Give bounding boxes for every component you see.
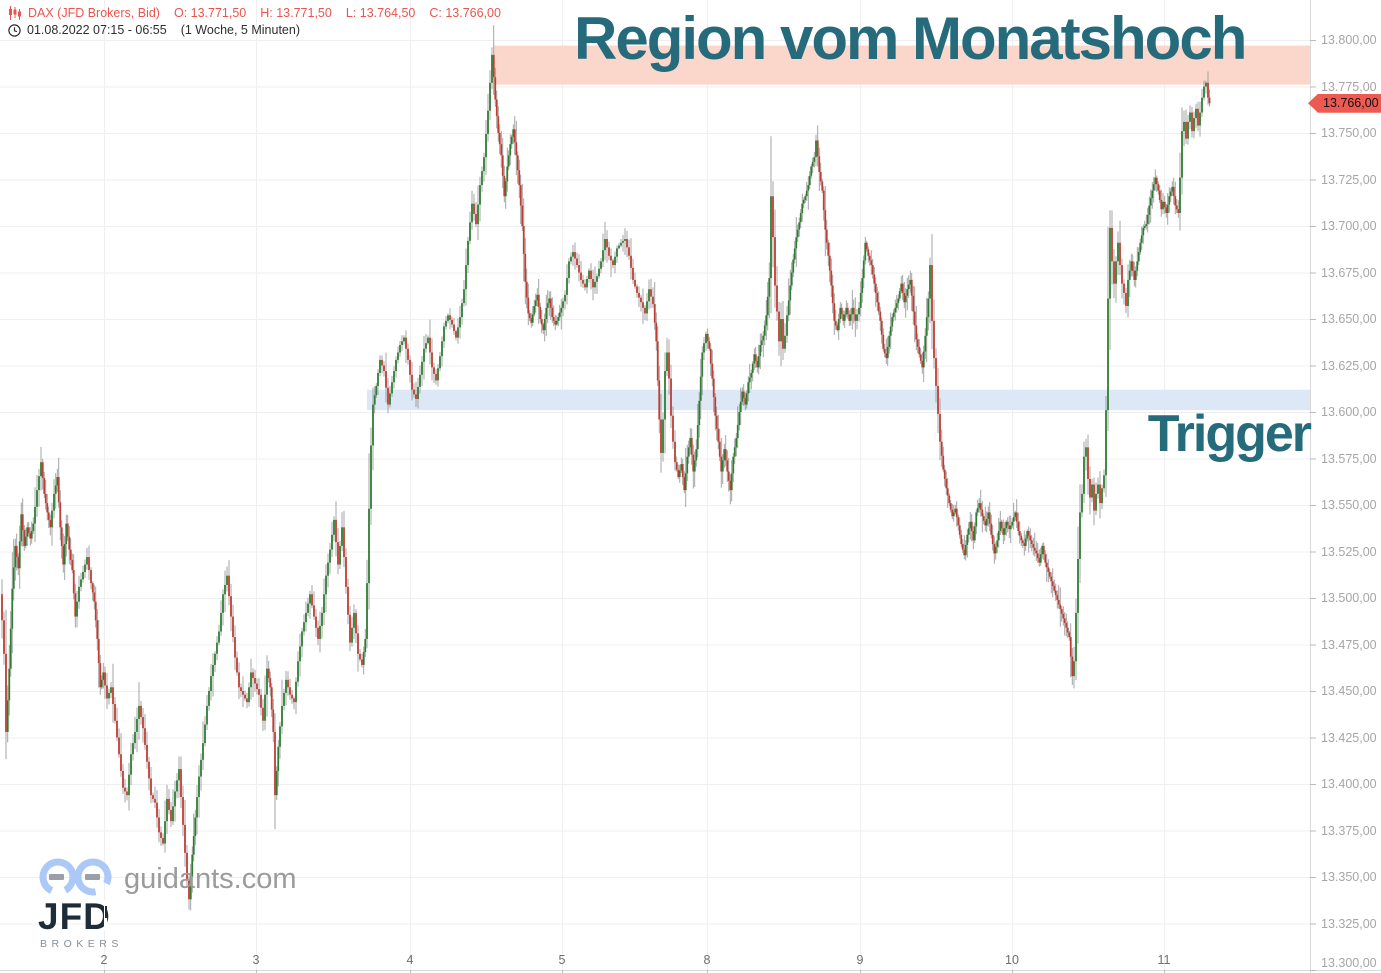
ohlc-open: O: 13.771,50 — [173, 6, 247, 20]
price-axis-label: 13.350,00 — [1321, 870, 1377, 884]
price-axis-label: 13.750,00 — [1321, 126, 1377, 140]
jfd-logo-text: JFD — [38, 896, 111, 937]
price-axis-label: 13.600,00 — [1321, 405, 1377, 419]
price-axis-label: 13.475,00 — [1321, 637, 1377, 652]
price-axis-label: 13.800,00 — [1321, 33, 1377, 47]
price-axis-label: 13.375,00 — [1321, 823, 1377, 838]
price-axis-label: 13.625,00 — [1321, 358, 1377, 373]
ohlc-close: C: 13.766,00 — [429, 6, 501, 20]
trigger-annotation[interactable]: Trigger — [1147, 405, 1312, 463]
price-axis-label: 13.550,00 — [1321, 498, 1377, 512]
time-axis-label: 10 — [1005, 953, 1019, 967]
price-axis-label: 13.725,00 — [1321, 172, 1377, 187]
price-axis-label: 13.400,00 — [1321, 777, 1377, 791]
price-axis-label: 13.575,00 — [1321, 451, 1377, 466]
price-axis-label: 13.775,00 — [1321, 79, 1377, 94]
time-axis-label: 9 — [856, 953, 864, 967]
price-axis-label: 13.425,00 — [1321, 730, 1377, 745]
ohlc-low: L: 13.764,50 — [345, 6, 416, 20]
price-axis-label: 13.525,00 — [1321, 544, 1377, 559]
time-axis-label: 5 — [558, 953, 566, 967]
zone-title-annotation[interactable]: Region vom Monatshoch — [574, 5, 1247, 72]
price-axis-label: 13.675,00 — [1321, 265, 1377, 280]
price-axis-label: 13.450,00 — [1321, 684, 1377, 698]
time-axis-label: 11 — [1157, 953, 1171, 967]
time-axis-label: 4 — [406, 953, 414, 967]
guidants-watermark: guidants.com — [124, 863, 297, 895]
date-range: 01.08.2022 07:15 - 06:55 — [27, 23, 167, 37]
clock-icon — [8, 23, 21, 37]
price-axis-label: 13.700,00 — [1321, 219, 1377, 233]
time-axis-label: 8 — [703, 953, 711, 967]
guidants-logo-icon — [39, 858, 112, 896]
price-axis-label: 13.300,00 — [1321, 956, 1377, 970]
time-axis-label: 3 — [252, 953, 260, 967]
jfd-logo: JFD — [38, 896, 111, 938]
instrument-header: DAX (JFD Brokers, Bid) O: 13.771,50 H: 1… — [8, 6, 501, 20]
price-axis-label: 13.500,00 — [1321, 591, 1377, 605]
price-axis-label: 13.650,00 — [1321, 312, 1377, 326]
interval-info: (1 Woche, 5 Minuten) — [180, 23, 300, 37]
price-axis-label: 13.325,00 — [1321, 916, 1377, 931]
instrument-name: DAX (JFD Brokers, Bid) — [28, 6, 160, 20]
time-axis-label: 2 — [100, 953, 108, 967]
jfd-brokers-label: BROKERS — [40, 938, 123, 950]
jfd-logo-candle-body — [104, 906, 107, 918]
timeframe-header: 01.08.2022 07:15 - 06:55 (1 Woche, 5 Min… — [8, 23, 300, 37]
ohlc-high: H: 13.771,50 — [260, 6, 332, 20]
last-price-badge: 13.766,00 — [1308, 93, 1381, 113]
candles-icon — [9, 6, 21, 20]
